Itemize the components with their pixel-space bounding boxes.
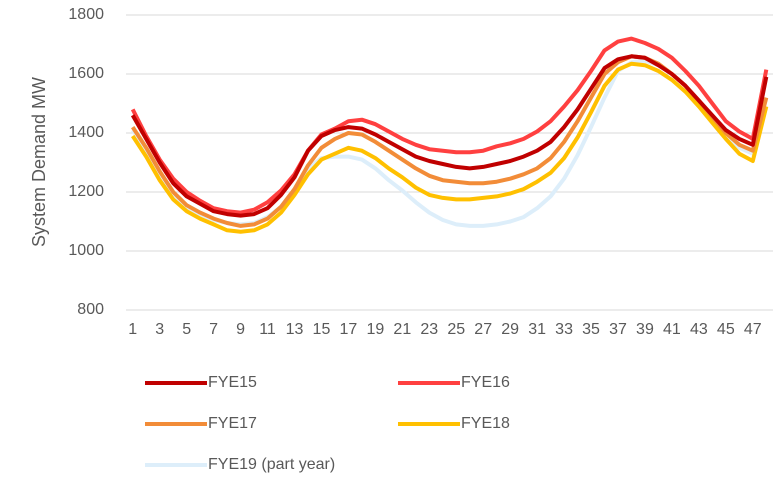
x-tick-label: 35 [582, 321, 600, 338]
series-line [130, 54, 769, 218]
legend-label: FYE17 [208, 415, 257, 432]
x-tick-label: 41 [663, 321, 681, 338]
x-tick-label: 9 [236, 321, 245, 338]
x-tick-label: 3 [155, 321, 164, 338]
x-tick-label: 47 [744, 321, 762, 338]
x-tick-label: 11 [259, 321, 276, 338]
series-line [130, 36, 769, 215]
x-tick-label: 13 [286, 321, 304, 338]
x-tick-label: 33 [555, 321, 573, 338]
x-tick-label: 17 [340, 321, 358, 338]
y-tick-label: 1400 [68, 124, 104, 141]
legend-label: FYE16 [461, 374, 510, 391]
x-tick-label: 45 [717, 321, 735, 338]
x-tick-label: 23 [420, 321, 438, 338]
x-tick-label: 21 [393, 321, 411, 338]
y-tick-label: 1000 [68, 242, 104, 259]
x-tick-label: 19 [366, 321, 384, 338]
legend-label: FYE19 (part year) [208, 456, 335, 473]
x-tick-label: 7 [209, 321, 218, 338]
y-tick-label: 1600 [68, 65, 104, 82]
x-tick-label: 25 [447, 321, 465, 338]
x-tick-label: 37 [609, 321, 627, 338]
legend-label: FYE18 [461, 415, 510, 432]
x-tick-label: 39 [636, 321, 654, 338]
x-tick-label: 31 [528, 321, 546, 338]
y-tick-label: 1800 [68, 6, 104, 23]
legend-label: FYE15 [208, 374, 257, 391]
series-line [131, 61, 769, 234]
y-axis-label: System Demand MW [29, 77, 49, 247]
x-tick-label: 1 [128, 321, 137, 338]
x-tick-label: 43 [690, 321, 708, 338]
series-line [131, 58, 769, 228]
x-tick-label: 15 [313, 321, 331, 338]
y-tick-label: 800 [77, 301, 104, 318]
x-tick-label: 5 [182, 321, 191, 338]
x-tick-label: 27 [474, 321, 492, 338]
y-tick-label: 1200 [68, 183, 104, 200]
x-tick-label: 29 [501, 321, 519, 338]
